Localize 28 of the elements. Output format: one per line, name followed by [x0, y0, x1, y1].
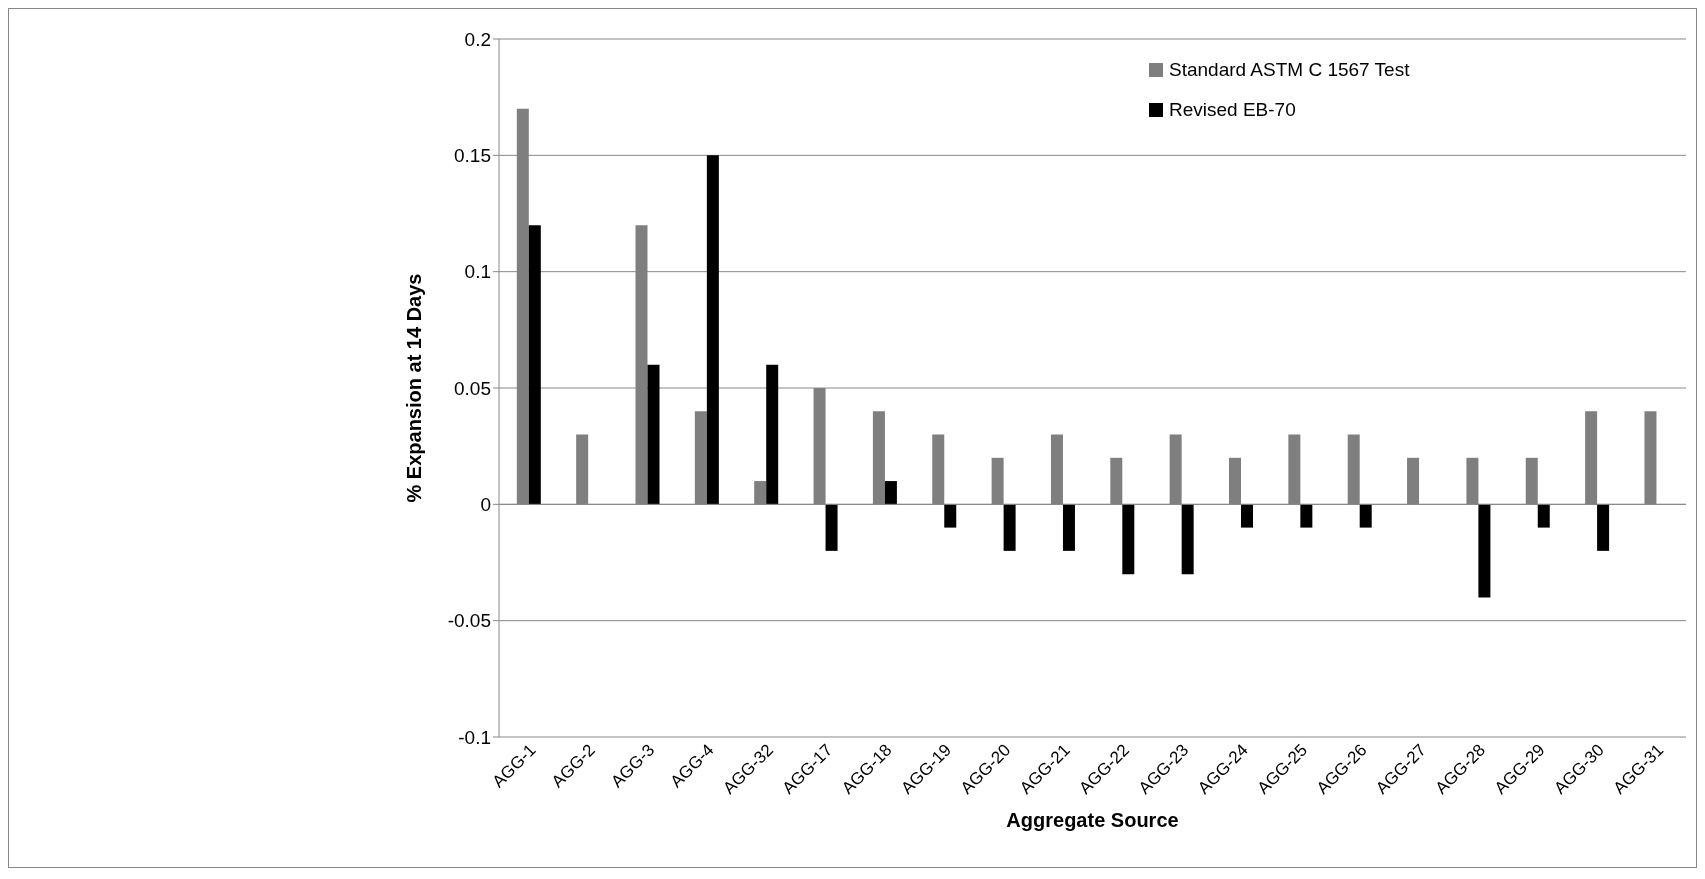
bar	[766, 364, 779, 505]
y-tick-label: -0.1	[458, 726, 491, 748]
bar	[884, 481, 897, 505]
bar	[1300, 504, 1313, 528]
bar	[1062, 504, 1075, 551]
y-tick-label: 0.15	[454, 145, 491, 167]
bar	[944, 504, 957, 528]
y-tick-label: -0.05	[447, 610, 491, 632]
bar	[1181, 504, 1194, 575]
y-tick-label: 0.2	[464, 28, 491, 50]
bar	[825, 504, 838, 551]
bar	[1122, 504, 1135, 575]
bar	[706, 155, 719, 505]
x-axis-title: Aggregate Source	[1006, 809, 1179, 831]
bar	[1241, 504, 1254, 528]
y-axis-title: % Expansion at 14 Days	[403, 273, 426, 503]
bar	[1478, 504, 1491, 598]
bar	[1359, 504, 1372, 528]
y-tick-label: 0.1	[464, 261, 491, 283]
bar	[1537, 504, 1550, 528]
legend-label: Standard ASTM C 1567 Test	[1169, 59, 1410, 81]
bar	[1597, 504, 1610, 551]
legend-label: Revised EB-70	[1169, 99, 1296, 121]
y-tick-label: 0.05	[454, 377, 491, 399]
bar	[528, 225, 541, 505]
bar	[647, 364, 660, 505]
y-tick-label: 0	[480, 494, 491, 516]
bar	[1003, 504, 1016, 551]
